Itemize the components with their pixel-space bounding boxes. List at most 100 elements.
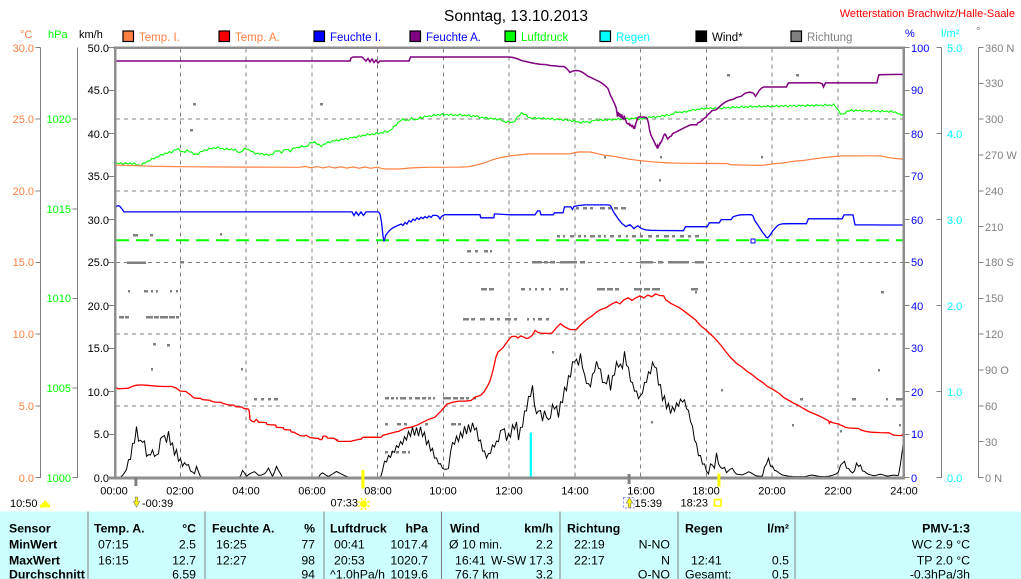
svg-text:40: 40 — [911, 301, 923, 313]
svg-text:O-NO: O-NO — [638, 568, 670, 579]
svg-text:Regen: Regen — [616, 32, 650, 44]
svg-text:24:00: 24:00 — [890, 486, 918, 498]
svg-text:210: 210 — [985, 222, 1003, 234]
svg-text:°C: °C — [20, 29, 32, 41]
svg-text:l/m²: l/m² — [767, 522, 789, 536]
svg-text:00:00: 00:00 — [100, 486, 128, 498]
svg-text:60: 60 — [985, 401, 997, 413]
svg-text:80: 80 — [911, 129, 923, 141]
svg-text:Feuchte A.: Feuchte A. — [212, 522, 274, 536]
svg-text:Regen: Regen — [685, 522, 723, 536]
svg-text:40.0: 40.0 — [88, 129, 109, 141]
svg-text:Feuchte A.: Feuchte A. — [426, 32, 481, 44]
svg-text:15.0: 15.0 — [88, 343, 109, 355]
svg-text:10.0: 10.0 — [88, 387, 109, 399]
svg-text:0.0: 0.0 — [19, 473, 34, 485]
svg-text:1005: 1005 — [47, 383, 71, 395]
svg-text:2.5: 2.5 — [179, 538, 196, 552]
svg-text:330: 330 — [985, 78, 1003, 90]
svg-text:hPa: hPa — [48, 29, 68, 41]
svg-text:km/h: km/h — [79, 29, 103, 41]
svg-text:25.0: 25.0 — [88, 257, 109, 269]
svg-text:45.0: 45.0 — [88, 85, 109, 97]
svg-text:60: 60 — [911, 215, 923, 227]
svg-text:06:00: 06:00 — [298, 486, 326, 498]
svg-text:90: 90 — [911, 85, 923, 97]
svg-text:18:00: 18:00 — [692, 486, 720, 498]
svg-text:30.0: 30.0 — [13, 43, 34, 55]
svg-text:Temp. A.: Temp. A. — [94, 522, 145, 536]
svg-text:15.0: 15.0 — [13, 257, 34, 269]
svg-text:%: % — [905, 28, 915, 40]
svg-text:Richtung: Richtung — [807, 32, 852, 44]
svg-text:1010: 1010 — [47, 293, 71, 305]
svg-text:22:17: 22:17 — [574, 554, 605, 568]
svg-text:N-NO: N-NO — [639, 538, 670, 552]
svg-text:N: N — [661, 554, 670, 568]
svg-text:Temp. I.: Temp. I. — [139, 32, 180, 44]
svg-text:0.0: 0.0 — [94, 473, 109, 485]
svg-text:18:23: 18:23 — [680, 498, 708, 510]
svg-text:270 W: 270 W — [985, 150, 1017, 162]
svg-text:-0.3hPa/3h: -0.3hPa/3h — [910, 568, 970, 579]
svg-text:12:27: 12:27 — [216, 554, 247, 568]
svg-text:10.0: 10.0 — [13, 329, 34, 341]
svg-text:Gesamt:: Gesamt: — [685, 568, 731, 579]
svg-text:70: 70 — [911, 171, 923, 183]
svg-text:240: 240 — [985, 186, 1003, 198]
svg-text:°C: °C — [182, 522, 196, 536]
svg-text:1020.7: 1020.7 — [390, 554, 428, 568]
svg-text:30.0: 30.0 — [88, 215, 109, 227]
svg-text:Durchschnitt: Durchschnitt — [9, 568, 85, 579]
svg-text:W-SW: W-SW — [491, 554, 527, 568]
svg-text:50.0: 50.0 — [88, 43, 109, 55]
svg-text:20.0: 20.0 — [88, 301, 109, 313]
svg-text:Richtung: Richtung — [567, 522, 620, 536]
svg-text:20:00: 20:00 — [758, 486, 786, 498]
svg-text:10:00: 10:00 — [429, 486, 457, 498]
svg-text:1020: 1020 — [47, 114, 71, 126]
svg-text:°: ° — [976, 26, 980, 38]
svg-text:17.3: 17.3 — [529, 554, 553, 568]
svg-text:100: 100 — [911, 43, 929, 55]
svg-text:12:41: 12:41 — [691, 554, 722, 568]
svg-text:1000: 1000 — [47, 473, 71, 485]
svg-text:2.2: 2.2 — [536, 538, 553, 552]
svg-text:km/h: km/h — [524, 522, 553, 536]
svg-text:1.0: 1.0 — [947, 387, 962, 399]
svg-text:16:25: 16:25 — [216, 538, 247, 552]
svg-text:3.2: 3.2 — [536, 568, 553, 579]
svg-text:-00:39: -00:39 — [142, 498, 173, 510]
svg-text:02:00: 02:00 — [166, 486, 194, 498]
svg-text:1015: 1015 — [47, 204, 71, 216]
svg-text:22:19: 22:19 — [574, 538, 605, 552]
svg-text:35.0: 35.0 — [88, 171, 109, 183]
svg-text:00:41: 00:41 — [334, 538, 365, 552]
svg-text:1019.6: 1019.6 — [390, 568, 428, 579]
svg-text:3.0: 3.0 — [947, 215, 962, 227]
svg-text:76.7 km: 76.7 km — [455, 568, 499, 579]
svg-text:2.0: 2.0 — [947, 301, 962, 313]
svg-text:Luftdruck: Luftdruck — [521, 32, 569, 44]
svg-text:07:33: 07:33 — [330, 498, 358, 510]
svg-text:Ø 10 min.: Ø 10 min. — [449, 538, 502, 552]
svg-text:360 N: 360 N — [985, 43, 1014, 55]
svg-text:5.0: 5.0 — [19, 401, 34, 413]
svg-text:WC 2.9 °C: WC 2.9 °C — [912, 538, 970, 552]
svg-text:14:00: 14:00 — [561, 486, 589, 498]
svg-text:0.5: 0.5 — [772, 568, 789, 579]
svg-text:30: 30 — [985, 437, 997, 449]
svg-text:^1.0hPa/h: ^1.0hPa/h — [330, 568, 385, 579]
svg-text:94: 94 — [301, 568, 315, 579]
svg-text:0.5: 0.5 — [772, 554, 789, 568]
svg-text:16:15: 16:15 — [98, 554, 129, 568]
svg-text:Wind*: Wind* — [712, 32, 743, 44]
svg-text:l/m²: l/m² — [941, 28, 960, 40]
svg-text:0: 0 — [911, 473, 917, 485]
svg-text:90 O: 90 O — [985, 365, 1009, 377]
svg-text:0.0: 0.0 — [947, 473, 962, 485]
svg-text:0 N: 0 N — [985, 473, 1002, 485]
svg-text:Sonntag, 13.10.2013: Sonntag, 13.10.2013 — [444, 8, 588, 25]
svg-text:50: 50 — [911, 257, 923, 269]
svg-text:98: 98 — [301, 554, 315, 568]
